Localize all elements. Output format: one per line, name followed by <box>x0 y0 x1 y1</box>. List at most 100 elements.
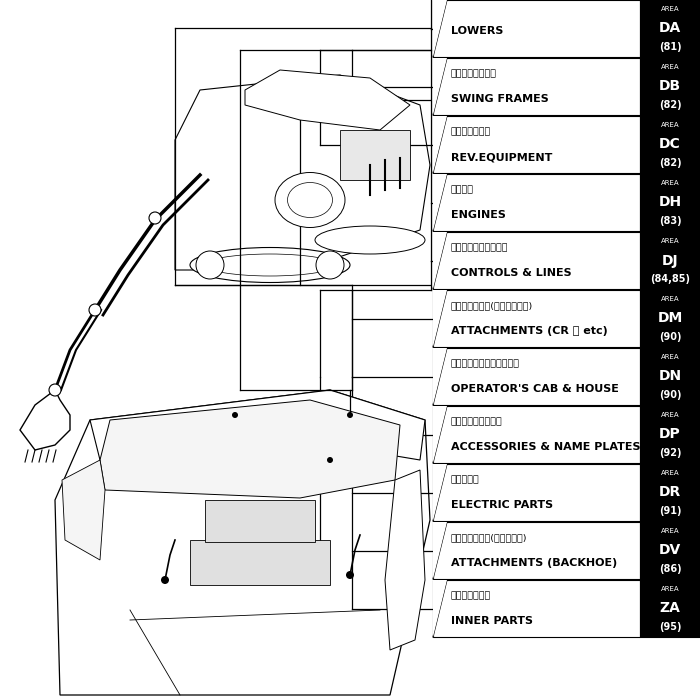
Text: SWING FRAMES: SWING FRAMES <box>451 94 549 104</box>
Polygon shape <box>433 522 447 579</box>
Bar <box>433 232 640 289</box>
Text: ACCESSORIES & NAME PLATES: ACCESSORIES & NAME PLATES <box>451 442 640 452</box>
Text: AREA: AREA <box>661 295 679 302</box>
Polygon shape <box>90 390 425 460</box>
Text: コントロール・ライン: コントロール・ライン <box>451 244 508 253</box>
Ellipse shape <box>275 172 345 228</box>
Text: ザッヒン・メイバン: ザッヒン・メイバン <box>451 417 503 426</box>
Text: インナーパーツ: インナーパーツ <box>451 592 491 601</box>
Bar <box>433 290 640 347</box>
Text: DC: DC <box>659 137 681 151</box>
Text: DM: DM <box>657 312 682 326</box>
Text: AREA: AREA <box>661 237 679 244</box>
Text: DR: DR <box>659 486 681 500</box>
Text: (90): (90) <box>659 390 681 400</box>
Text: DN: DN <box>659 370 682 384</box>
Text: CONTROLS & LINES: CONTROLS & LINES <box>451 268 572 278</box>
Ellipse shape <box>315 226 425 254</box>
Text: AREA: AREA <box>661 528 679 533</box>
Bar <box>640 232 700 289</box>
Text: ZA: ZA <box>659 601 680 615</box>
Polygon shape <box>55 390 430 695</box>
Text: AREA: AREA <box>661 354 679 360</box>
Text: AREA: AREA <box>661 585 679 591</box>
Text: LOWERS: LOWERS <box>451 27 503 36</box>
Polygon shape <box>433 464 447 521</box>
Text: (83): (83) <box>659 216 681 225</box>
Bar <box>433 522 640 579</box>
Bar <box>640 174 700 231</box>
Bar <box>433 348 640 405</box>
Text: ENGINES: ENGINES <box>451 210 506 220</box>
Bar <box>190 540 330 585</box>
Bar <box>640 290 700 347</box>
Text: (92): (92) <box>659 448 681 458</box>
Text: エンジン: エンジン <box>451 186 474 195</box>
Bar <box>433 464 640 521</box>
Bar <box>433 174 640 231</box>
Ellipse shape <box>190 248 350 283</box>
Bar <box>640 58 700 115</box>
Text: デンキヒン: デンキヒン <box>451 475 480 484</box>
Polygon shape <box>62 460 105 560</box>
Polygon shape <box>245 70 410 130</box>
Circle shape <box>327 457 333 463</box>
Text: AREA: AREA <box>661 122 679 127</box>
Text: (84,85): (84,85) <box>650 274 690 284</box>
Circle shape <box>161 576 169 584</box>
Circle shape <box>49 384 61 396</box>
Polygon shape <box>20 390 70 450</box>
Ellipse shape <box>196 251 224 279</box>
Bar <box>640 348 700 405</box>
Bar <box>433 116 640 173</box>
Text: (82): (82) <box>659 99 681 110</box>
Bar <box>433 0 640 57</box>
Polygon shape <box>433 290 447 347</box>
Circle shape <box>149 212 161 224</box>
Bar <box>205 500 315 542</box>
Bar <box>640 580 700 637</box>
Bar <box>433 58 640 115</box>
Circle shape <box>346 571 354 579</box>
Polygon shape <box>175 75 430 270</box>
Polygon shape <box>433 348 447 405</box>
Text: DJ: DJ <box>662 253 678 267</box>
Polygon shape <box>385 470 425 650</box>
Text: アタッチメント(クレーン・他): アタッチメント(クレーン・他) <box>451 302 533 311</box>
Text: センカイフレーム: センカイフレーム <box>451 69 497 78</box>
Text: センカイソウチ: センカイソウチ <box>451 127 491 136</box>
Polygon shape <box>433 174 447 231</box>
Bar <box>340 130 410 180</box>
Text: (95): (95) <box>659 622 681 631</box>
Bar <box>433 406 640 463</box>
Polygon shape <box>433 116 447 173</box>
Circle shape <box>232 412 238 418</box>
Bar <box>640 406 700 463</box>
Polygon shape <box>100 400 400 498</box>
Text: DA: DA <box>659 22 681 36</box>
Text: (90): (90) <box>659 332 681 342</box>
Polygon shape <box>433 58 447 115</box>
Text: (91): (91) <box>659 505 681 516</box>
Text: ATTACHMENTS (BACKHOE): ATTACHMENTS (BACKHOE) <box>451 558 617 568</box>
Text: (82): (82) <box>659 158 681 168</box>
Polygon shape <box>433 0 447 57</box>
Text: AREA: AREA <box>661 179 679 186</box>
Bar <box>640 116 700 173</box>
Bar <box>640 522 700 579</box>
Text: AREA: AREA <box>661 470 679 475</box>
Polygon shape <box>433 232 447 289</box>
Text: (81): (81) <box>659 42 681 52</box>
Ellipse shape <box>316 251 344 279</box>
Text: オペレータキャブ・ハウス: オペレータキャブ・ハウス <box>451 360 520 368</box>
Text: OPERATOR'S CAB & HOUSE: OPERATOR'S CAB & HOUSE <box>451 384 619 394</box>
Text: REV.EQUIPMENT: REV.EQUIPMENT <box>451 152 552 162</box>
Text: ATTACHMENTS (CR ・ etc): ATTACHMENTS (CR ・ etc) <box>451 326 608 336</box>
Text: DB: DB <box>659 80 681 94</box>
Bar <box>433 580 640 637</box>
Text: DH: DH <box>659 195 682 209</box>
Bar <box>640 464 700 521</box>
Text: DP: DP <box>659 428 681 442</box>
Bar <box>640 0 700 57</box>
Polygon shape <box>433 580 447 637</box>
